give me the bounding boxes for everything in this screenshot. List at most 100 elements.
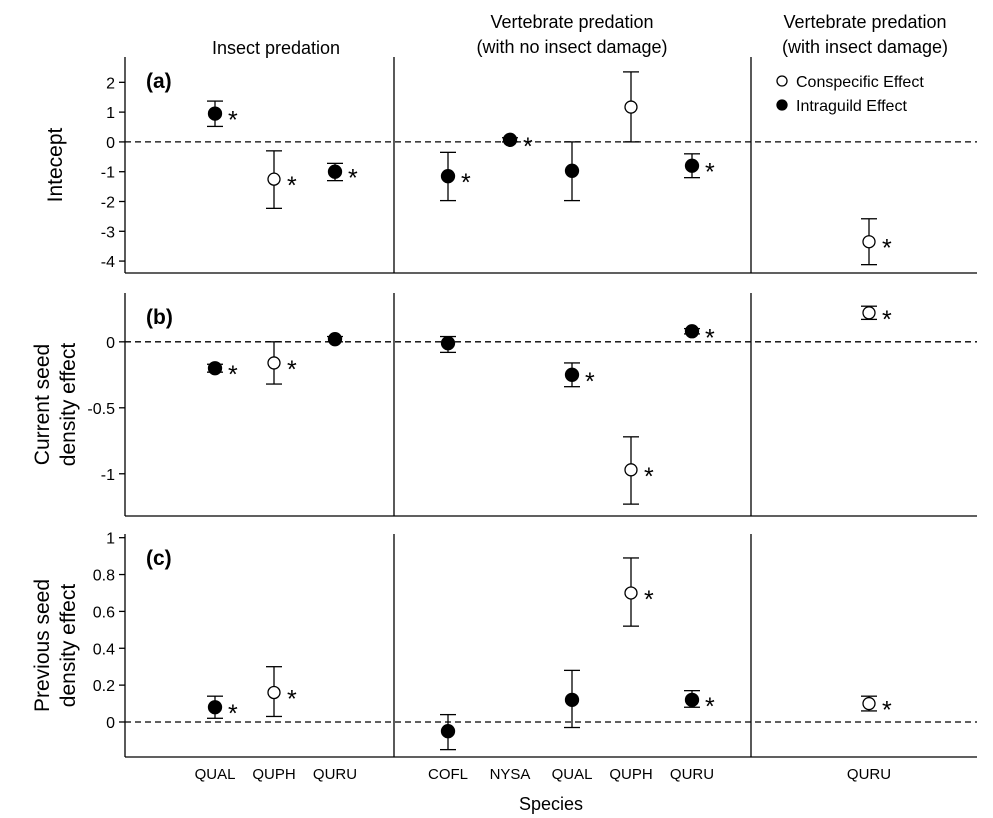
significance-asterisk: * <box>287 356 297 384</box>
conspecific-marker <box>862 696 876 711</box>
panel-a: 2 1 0 -1 -2 -3 -4 (a) Intecept * * * * * * * <box>44 57 977 274</box>
conspecific-marker <box>862 306 876 320</box>
panel-tag: (b) <box>146 306 173 329</box>
y-tick-label: 1 <box>106 105 115 122</box>
y-axis-label: Intecept <box>44 127 67 202</box>
y-tick-label: 0 <box>106 135 115 152</box>
significance-asterisk: * <box>644 463 654 491</box>
y-tick-label: -1 <box>101 165 115 182</box>
y-tick-label: 0 <box>106 715 115 732</box>
y-tick-label: -4 <box>101 254 115 271</box>
significance-asterisk: * <box>705 693 715 721</box>
conspecific-marker <box>862 235 876 249</box>
x-tick-label-quru: QURU <box>847 766 891 783</box>
y-axis-label-line-1: Previous seed <box>31 579 54 712</box>
column-title-3-line-2: (with insect damage) <box>782 37 948 57</box>
intraguild-marker <box>684 324 700 339</box>
column-titles: Insect predation Vertebrate predation (wit… <box>212 12 948 58</box>
significance-asterisk: * <box>287 685 297 713</box>
significance-asterisk: * <box>705 324 715 352</box>
x-tick-label-quph: QUPH <box>609 766 652 783</box>
point-quph-conspecific <box>623 71 639 143</box>
y-tick-label: 0.4 <box>93 641 115 658</box>
x-tick-label-nysa: NYSA <box>490 766 531 783</box>
x-tick-label-cofl: COFL <box>428 766 468 783</box>
significance-asterisk: * <box>348 165 358 193</box>
column-title-2-line-2: (with no insect damage) <box>476 37 667 57</box>
significance-asterisk: * <box>228 107 238 135</box>
x-tick-label-qual: QUAL <box>552 766 593 783</box>
column-title-1: Insect predation <box>212 38 340 58</box>
x-tick-label-quph: QUPH <box>252 766 295 783</box>
y-axis-label-line-2: density effect <box>57 343 80 467</box>
significance-asterisk: * <box>228 361 238 389</box>
y-axis-label-line-1: Current seed <box>31 344 54 465</box>
point-cofl-intraguild: * <box>440 151 471 202</box>
y-tick-label: -3 <box>101 224 115 241</box>
point-quru-intraguild: * <box>327 162 358 193</box>
significance-asterisk: * <box>523 133 533 161</box>
panels: 2 1 0 -1 -2 -3 -4 (a) Intecept * * * * * * * 0 -0.5 -1 (b) C… <box>31 57 977 758</box>
legend-conspecific-marker <box>776 75 788 87</box>
point-qual-intraguild <box>564 141 580 202</box>
significance-asterisk: * <box>882 235 892 263</box>
intraguild-marker <box>502 132 518 147</box>
y-tick-label: 2 <box>106 75 115 92</box>
significance-asterisk: * <box>287 172 297 200</box>
intraguild-marker <box>327 164 343 179</box>
legend-label-intraguild: Intraguild Effect <box>796 98 907 115</box>
intraguild-marker <box>684 692 700 708</box>
point-qual-intraguild: * <box>207 695 238 728</box>
panel-c: 1 0.8 0.6 0.4 0.2 0 (c) Previous seed density ef… <box>31 531 977 758</box>
point-quph-conspecific: * <box>266 341 297 385</box>
intraguild-marker <box>440 169 456 184</box>
point-quru-conspecific: * <box>861 695 892 725</box>
point-nysa-intraguild: * <box>502 132 533 161</box>
intraguild-marker <box>564 163 580 178</box>
x-tick-label-quru: QURU <box>670 766 714 783</box>
x-axis-title: Species <box>519 794 583 814</box>
column-title-2-line-1: Vertebrate predation <box>490 12 653 32</box>
y-tick-label: 0.6 <box>93 604 115 621</box>
point-quru-intraguild <box>327 332 343 347</box>
significance-asterisk: * <box>705 159 715 187</box>
intraguild-marker <box>684 158 700 173</box>
intraguild-marker <box>564 367 580 382</box>
point-qual-intraguild: * <box>207 361 238 389</box>
panel-tag: (c) <box>146 547 172 570</box>
x-tick-label-quru: QURU <box>313 766 357 783</box>
significance-asterisk: * <box>882 697 892 725</box>
y-tick-label: -2 <box>101 194 115 211</box>
intraguild-marker <box>327 332 343 347</box>
intraguild-marker <box>440 335 456 351</box>
conspecific-marker <box>624 100 638 114</box>
conspecific-marker <box>267 172 281 186</box>
legend-intraguild-marker <box>776 99 788 111</box>
conspecific-marker <box>624 463 638 477</box>
point-cofl-intraguild <box>440 335 456 354</box>
point-quru-intraguild: * <box>684 153 715 187</box>
y-tick-label: 0.2 <box>93 678 115 695</box>
intraguild-marker <box>207 700 223 715</box>
y-tick-label: 0.8 <box>93 568 115 585</box>
point-quru-intraguild: * <box>684 324 715 352</box>
point-quph-conspecific: * <box>266 666 297 718</box>
y-axis-label-line-2: density effect <box>57 584 80 708</box>
intraguild-marker <box>564 692 580 708</box>
column-title-3-line-1: Vertebrate predation <box>783 12 946 32</box>
point-quru-intraguild: * <box>684 690 715 721</box>
y-tick-label: -1 <box>101 467 115 484</box>
significance-asterisk: * <box>882 306 892 334</box>
point-quph-conspecific: * <box>623 557 654 627</box>
point-quph-conspecific: * <box>623 436 654 505</box>
x-axis: QUAL QUPH QURU COFL NYSA QUAL QUPH QURU QURU Spec… <box>195 766 892 814</box>
conspecific-marker <box>267 356 281 370</box>
significance-asterisk: * <box>461 169 471 197</box>
point-qual-intraguild: * <box>564 362 595 396</box>
point-quph-conspecific: * <box>266 150 297 209</box>
intraguild-marker <box>440 724 456 739</box>
conspecific-marker <box>624 586 638 600</box>
point-quru-conspecific: * <box>861 218 892 266</box>
legend: Conspecific Effect Intraguild Effect <box>776 74 924 115</box>
